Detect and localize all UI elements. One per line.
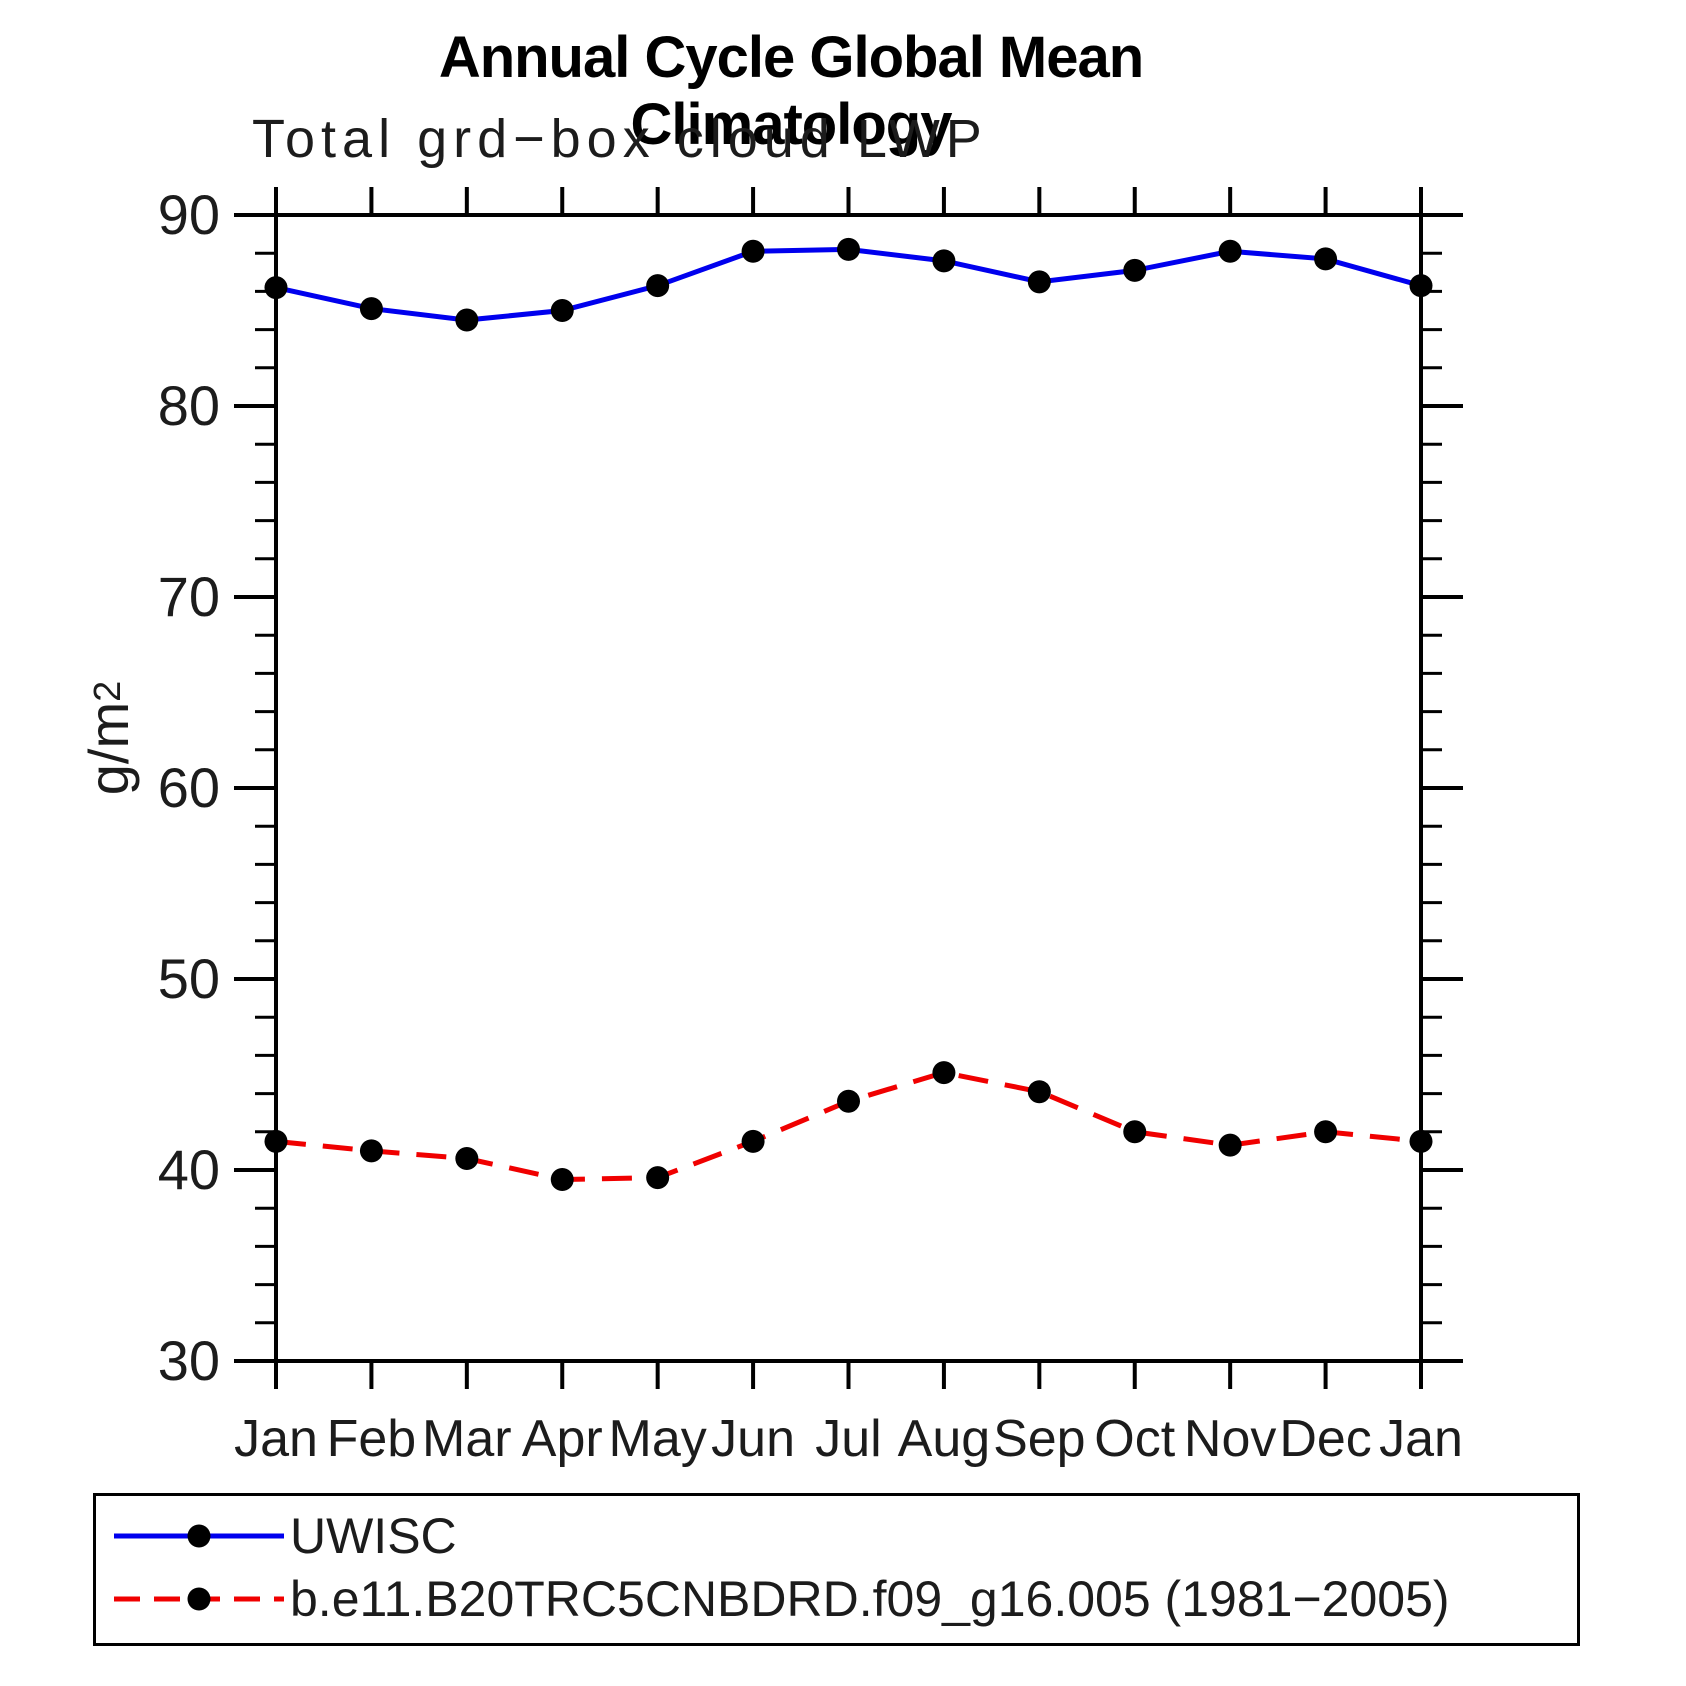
data-point-marker <box>646 274 670 298</box>
data-point-marker <box>1409 274 1433 298</box>
y-tick-label: 90 <box>158 183 220 246</box>
data-point-marker <box>837 1089 860 1113</box>
data-point-marker <box>837 237 860 261</box>
data-point-marker <box>741 239 765 263</box>
y-tick-label: 80 <box>158 374 220 437</box>
series-line-model <box>275 1070 1422 1183</box>
legend-sample-dashed-line <box>114 1587 284 1611</box>
data-point-marker <box>741 1129 765 1153</box>
y-tick-label: 30 <box>158 1329 220 1392</box>
data-point-marker <box>455 1147 479 1171</box>
legend-label-model: b.e11.B20TRC5CNBDRD.f09_g16.005 (1981−20… <box>290 1571 1450 1628</box>
x-tick-label: Jan <box>234 1410 318 1468</box>
y-tick-label: 40 <box>158 1138 220 1201</box>
x-tick-label: Nov <box>1184 1410 1276 1468</box>
legend-sample-solid-line <box>114 1524 284 1548</box>
data-point-marker <box>1218 1133 1242 1157</box>
data-point-marker <box>1123 1120 1147 1144</box>
legend-box: UWISC b.e11.B20TRC5CNBDRD.f09_g16.005 (1… <box>93 1493 1580 1646</box>
data-point-marker <box>1027 1080 1051 1104</box>
data-point-marker <box>1409 1129 1433 1153</box>
y-tick-label: 70 <box>158 565 220 628</box>
data-point-marker <box>1123 258 1147 282</box>
data-point-marker <box>932 249 956 273</box>
data-point-marker <box>264 276 288 300</box>
legend-label-uwisc: UWISC <box>290 1507 457 1564</box>
x-tick-label: Jun <box>711 1410 795 1468</box>
data-point-marker <box>1314 247 1338 271</box>
x-tick-label: Sep <box>993 1410 1086 1468</box>
y-tick-label: 60 <box>158 756 220 819</box>
data-point-marker <box>1027 270 1051 294</box>
data-point-marker <box>932 1061 956 1085</box>
data-point-marker <box>359 297 383 321</box>
data-point-marker <box>455 308 479 332</box>
plot-frame <box>274 213 1423 1363</box>
x-tick-label: May <box>609 1410 707 1468</box>
data-point-marker <box>1314 1120 1338 1144</box>
chart-subtitle: Total grd−box cloud LWP <box>252 109 988 169</box>
page-title: Annual Cycle Global Mean Climatology <box>438 25 1144 157</box>
data-point-marker <box>550 299 574 322</box>
data-point-marker <box>646 1166 670 1190</box>
x-tick-label: Jan <box>1379 1410 1463 1468</box>
y-tick-label: 50 <box>158 947 220 1010</box>
data-point-marker <box>1218 239 1242 263</box>
legend-entry-uwisc: UWISC <box>108 1505 1577 1567</box>
x-tick-label: Dec <box>1279 1410 1371 1468</box>
legend-entry-model: b.e11.B20TRC5CNBDRD.f09_g16.005 (1981−20… <box>108 1568 1577 1630</box>
x-tick-label: Oct <box>1094 1410 1175 1468</box>
data-point-marker <box>359 1139 383 1163</box>
x-tick-label: Mar <box>422 1410 512 1468</box>
x-tick-label: Aug <box>898 1410 991 1468</box>
data-point-marker <box>550 1168 574 1192</box>
x-tick-label: Apr <box>522 1410 603 1468</box>
x-tick-label: Feb <box>327 1410 417 1468</box>
data-point-marker <box>264 1129 288 1153</box>
x-tick-label: Jul <box>815 1410 881 1468</box>
